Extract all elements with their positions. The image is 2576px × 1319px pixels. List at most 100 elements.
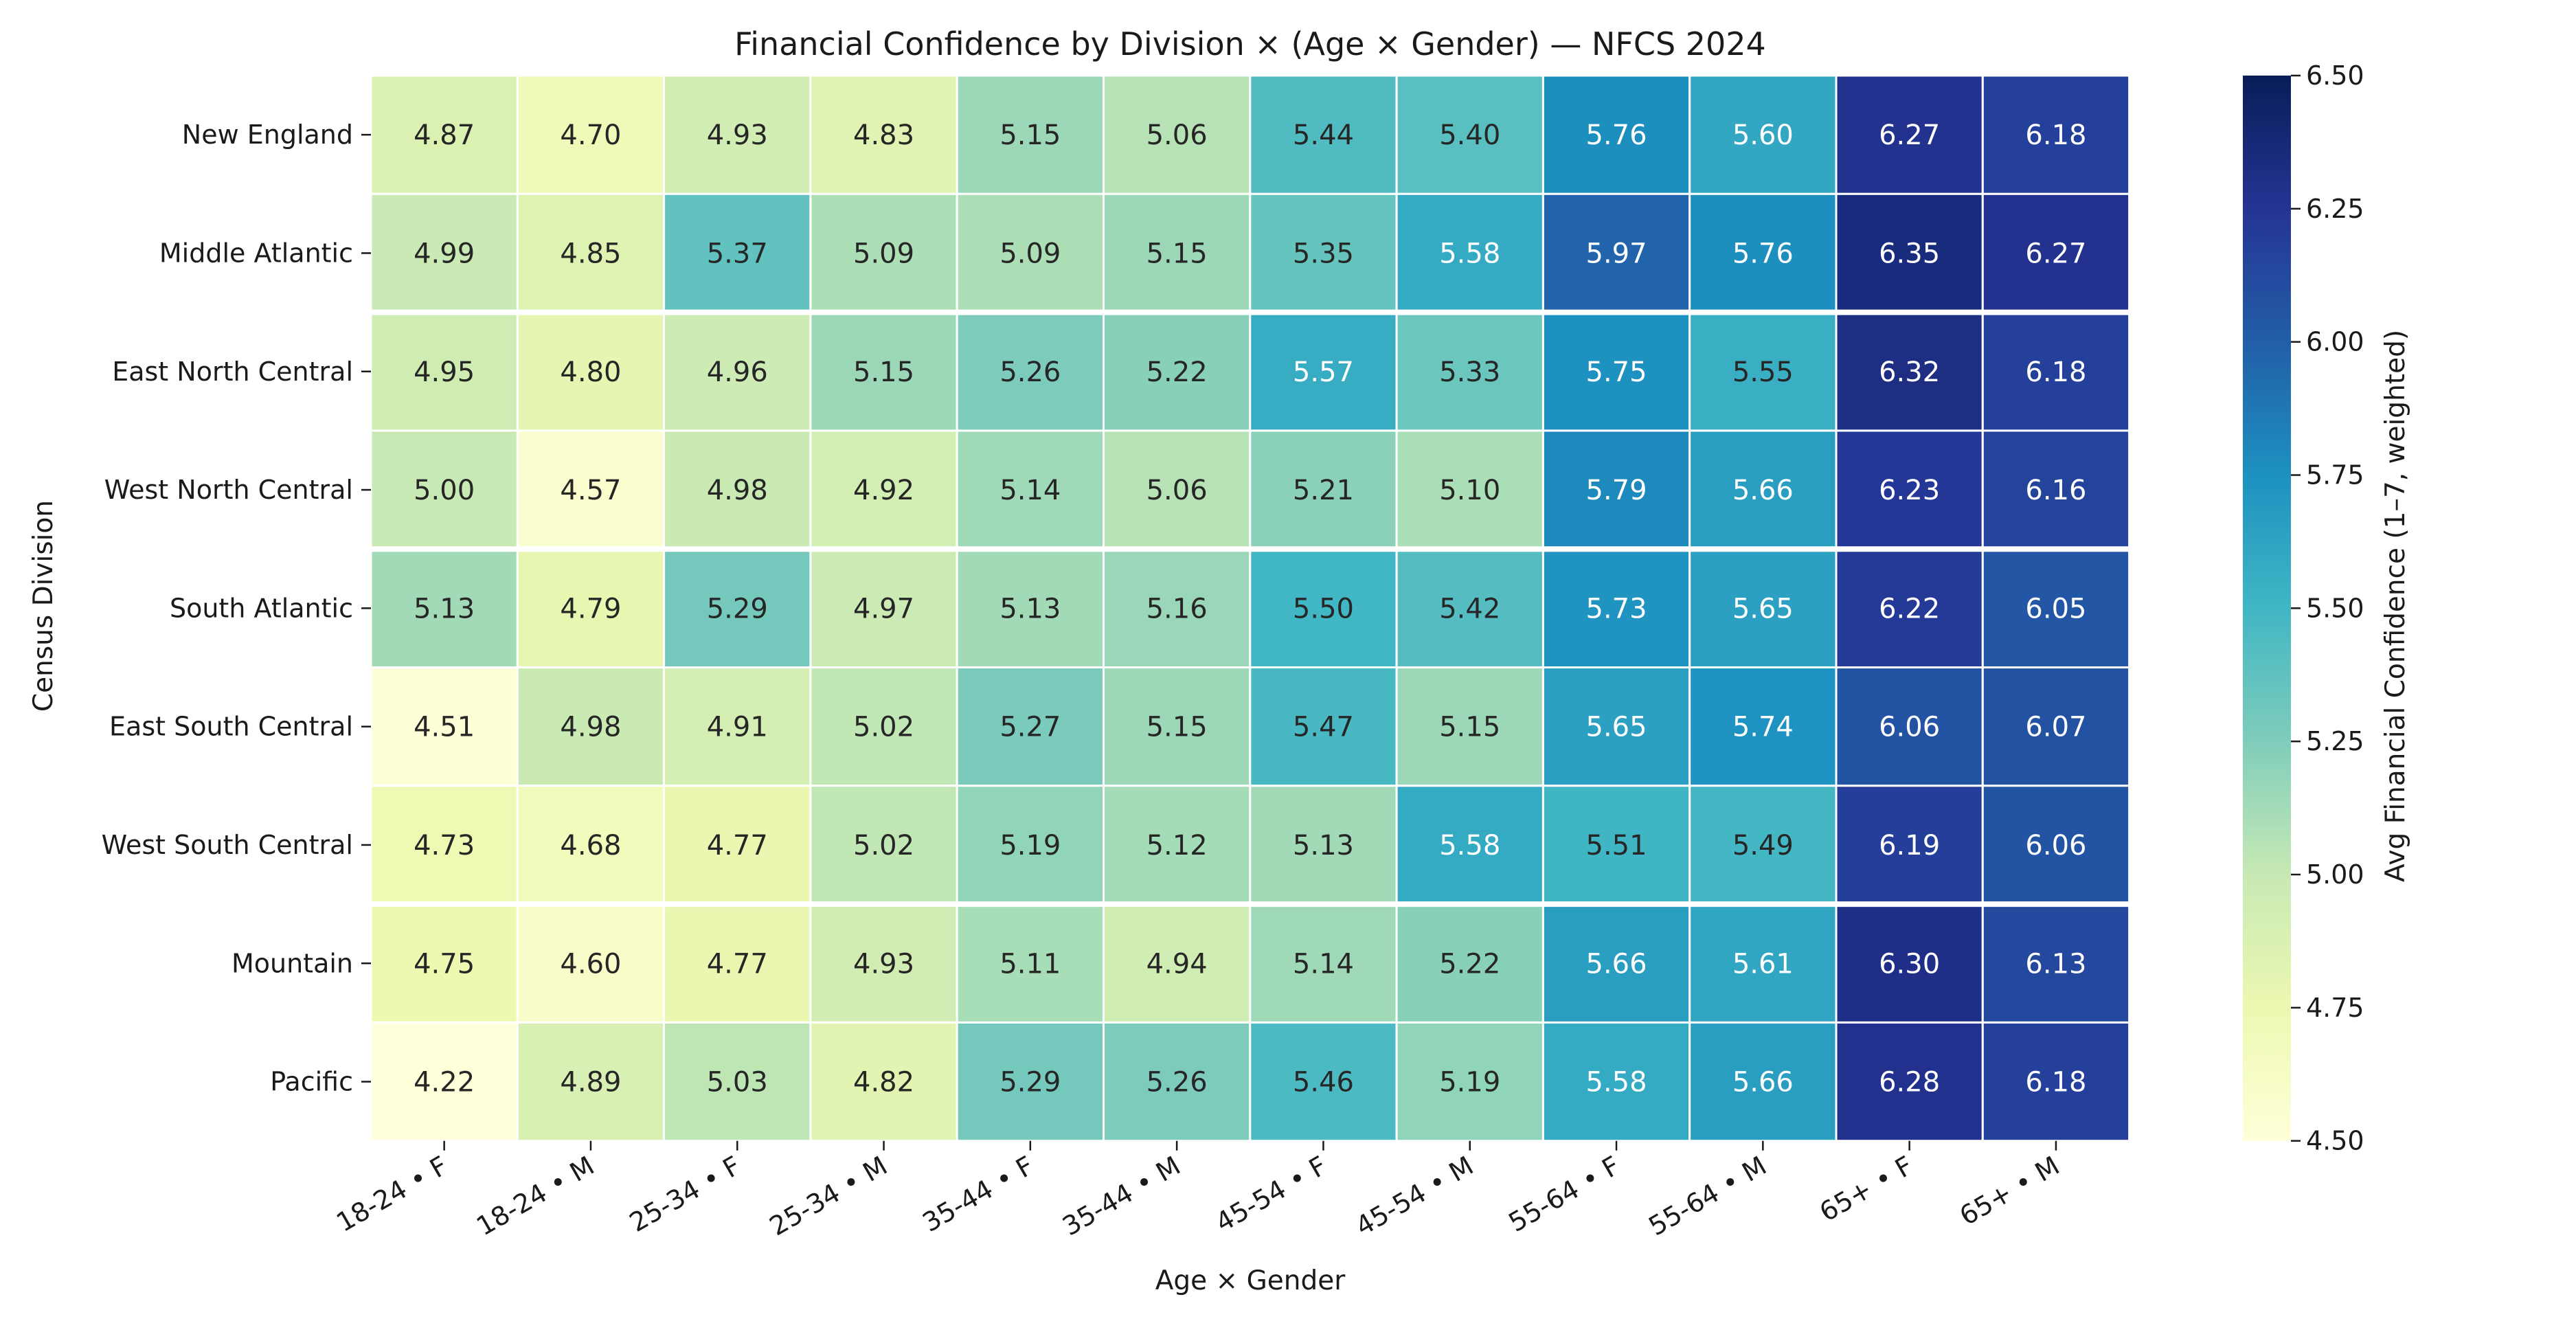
- heatmap-cell-west-south-central-18-24-m: [516, 785, 666, 905]
- heatmap-cell-middle-atlantic-18-24-m: [516, 192, 666, 314]
- cell-value-label: 5.66: [1732, 475, 1794, 506]
- heatmap-cell-west-north-central-18-24-m: [516, 429, 666, 550]
- cell-value-label: 5.00: [414, 475, 475, 506]
- heatmap-cell-new-england-65plus-m: [1981, 74, 2131, 195]
- cell-value-label: 5.13: [414, 593, 475, 624]
- x-tick-label-65plus-m: 65+ • M: [1954, 1150, 2064, 1231]
- y-tick-label-west-north-central: West North Central: [104, 475, 353, 505]
- cell-value-label: 5.33: [1439, 357, 1500, 388]
- colorbar-tick-label: 6.00: [2306, 327, 2364, 357]
- heatmap-cell-east-south-central-18-24-f: [370, 666, 519, 787]
- cell-value-label: 5.76: [1586, 120, 1647, 151]
- cell-value-label: 5.74: [1732, 712, 1794, 743]
- cell-value-label: 5.09: [999, 238, 1061, 269]
- cell-value-label: 6.27: [1879, 120, 1940, 151]
- heatmap-cell-west-north-central-45-54-f: [1249, 429, 1398, 550]
- heatmap-cell-new-england-35-44-m: [1103, 74, 1252, 195]
- y-tick-labels: New England Middle Atlantic East North Cen…: [102, 120, 371, 1097]
- colorbar-tick-label: 4.50: [2306, 1126, 2364, 1156]
- heatmap-cell-south-atlantic-65plus-f: [1835, 548, 1984, 669]
- colorbar-tick-label: 6.50: [2306, 60, 2364, 91]
- cell-value-label: 4.77: [707, 948, 768, 980]
- heatmap-cell-mountain-65plus-m: [1981, 903, 2131, 1024]
- cell-value-label: 5.02: [853, 830, 914, 861]
- cell-value-label: 6.16: [2025, 475, 2086, 506]
- colorbar-tick-label: 5.50: [2306, 593, 2364, 623]
- cell-value-label: 5.42: [1439, 593, 1500, 624]
- heatmap-cell-west-south-central-45-54-f: [1249, 785, 1398, 905]
- cell-value-label: 5.65: [1732, 593, 1794, 624]
- heatmap-cells: 4.87 4.70 4.93 4.83 5.15 5.06 5.44 5.40 5.76 5.60…: [370, 74, 2131, 1142]
- cell-value-label: 5.79: [1586, 475, 1647, 506]
- cell-value-label: 4.77: [707, 830, 768, 861]
- heatmap-cell-east-north-central-25-34-m: [809, 311, 958, 432]
- cell-value-label: 4.85: [560, 238, 621, 269]
- cell-value-label: 4.97: [853, 593, 914, 624]
- cell-value-label: 4.93: [707, 120, 768, 151]
- heatmap-cell-south-atlantic-35-44-m: [1103, 548, 1252, 669]
- cell-value-label: 4.75: [414, 948, 475, 980]
- cell-value-label: 6.06: [2025, 830, 2086, 861]
- heatmap-cell-west-north-central-55-64-f: [1541, 429, 1691, 550]
- x-tick-label-65plus-f: 65+ • F: [1814, 1150, 1918, 1227]
- cell-value-label: 4.73: [414, 830, 475, 861]
- cell-value-label: 5.66: [1732, 1067, 1794, 1098]
- colorbar-label: Avg Financial Confidence (1–7, weighted): [2380, 330, 2411, 882]
- y-tick-label-east-north-central: East North Central: [112, 357, 353, 387]
- cell-value-label: 5.16: [1146, 593, 1208, 624]
- heatmap-cell-middle-atlantic-25-34-m: [809, 192, 958, 314]
- cell-value-label: 4.87: [414, 120, 475, 151]
- heatmap-cell-west-south-central-65plus-f: [1835, 785, 1984, 905]
- cell-value-label: 4.80: [560, 357, 621, 388]
- cell-value-label: 5.61: [1732, 948, 1794, 980]
- cell-value-label: 5.75: [1586, 357, 1647, 388]
- cell-value-label: 4.93: [853, 948, 914, 980]
- colorbar-tick-label: 4.75: [2306, 993, 2364, 1023]
- cell-value-label: 5.10: [1439, 475, 1500, 506]
- x-tick-label-35-44-m: 35-44 • M: [1057, 1150, 1185, 1241]
- cell-value-label: 4.96: [707, 357, 768, 388]
- heatmap-cell-east-south-central-35-44-m: [1103, 666, 1252, 787]
- cell-value-label: 5.29: [707, 593, 768, 624]
- heatmap-cell-new-england-18-24-m: [516, 74, 666, 195]
- cell-value-label: 5.49: [1732, 830, 1794, 861]
- cell-value-label: 5.15: [999, 120, 1061, 151]
- heatmap-cell-mountain-45-54-f: [1249, 903, 1398, 1024]
- x-tick-label-35-44-f: 35-44 • F: [917, 1150, 1039, 1238]
- y-tick-label-east-south-central: East South Central: [109, 712, 353, 742]
- heatmap-cell-middle-atlantic-35-44-f: [956, 192, 1105, 314]
- heatmap-cell-middle-atlantic-45-54-f: [1249, 192, 1398, 314]
- x-tick-label-18-24-f: 18-24 • F: [331, 1150, 453, 1238]
- heatmap-cell-middle-atlantic-55-64-f: [1541, 192, 1691, 314]
- heatmap-cell-west-south-central-18-24-f: [370, 785, 519, 905]
- cell-value-label: 5.27: [999, 712, 1061, 743]
- heatmap-cell-new-england-25-34-f: [663, 74, 812, 195]
- heatmap-cell-south-atlantic-45-54-f: [1249, 548, 1398, 669]
- cell-value-label: 5.65: [1586, 712, 1647, 743]
- heatmap-cell-mountain-18-24-f: [370, 903, 519, 1024]
- cell-value-label: 5.11: [999, 948, 1061, 980]
- heatmap-cell-middle-atlantic-55-64-m: [1688, 192, 1838, 314]
- cell-value-label: 5.97: [1586, 238, 1647, 269]
- cell-value-label: 4.89: [560, 1067, 621, 1098]
- cell-value-label: 5.60: [1732, 120, 1794, 151]
- heatmap-cell-east-north-central-25-34-f: [663, 311, 812, 432]
- cell-value-label: 5.58: [1439, 830, 1500, 861]
- cell-value-label: 5.47: [1293, 712, 1354, 743]
- x-tick-label-25-34-f: 25-34 • F: [624, 1150, 746, 1238]
- heatmap-cell-pacific-45-54-m: [1395, 1021, 1544, 1142]
- cell-value-label: 6.18: [2025, 120, 2086, 151]
- cell-value-label: 6.35: [1879, 238, 1940, 269]
- cell-value-label: 5.13: [999, 593, 1061, 624]
- cell-value-label: 4.83: [853, 120, 914, 151]
- cell-value-label: 6.32: [1879, 357, 1940, 388]
- cell-value-label: 6.13: [2025, 948, 2086, 980]
- y-tick-label-mountain: Mountain: [231, 948, 353, 978]
- x-axis-label: Age × Gender: [1155, 1265, 1346, 1296]
- heatmap-cell-mountain-65plus-f: [1835, 903, 1984, 1024]
- colorbar-tick-label: 5.75: [2306, 460, 2364, 491]
- heatmap-cell-east-south-central-25-34-m: [809, 666, 958, 787]
- cell-value-label: 6.05: [2025, 593, 2086, 624]
- cell-value-label: 5.13: [1293, 830, 1354, 861]
- cell-value-label: 6.18: [2025, 1067, 2086, 1098]
